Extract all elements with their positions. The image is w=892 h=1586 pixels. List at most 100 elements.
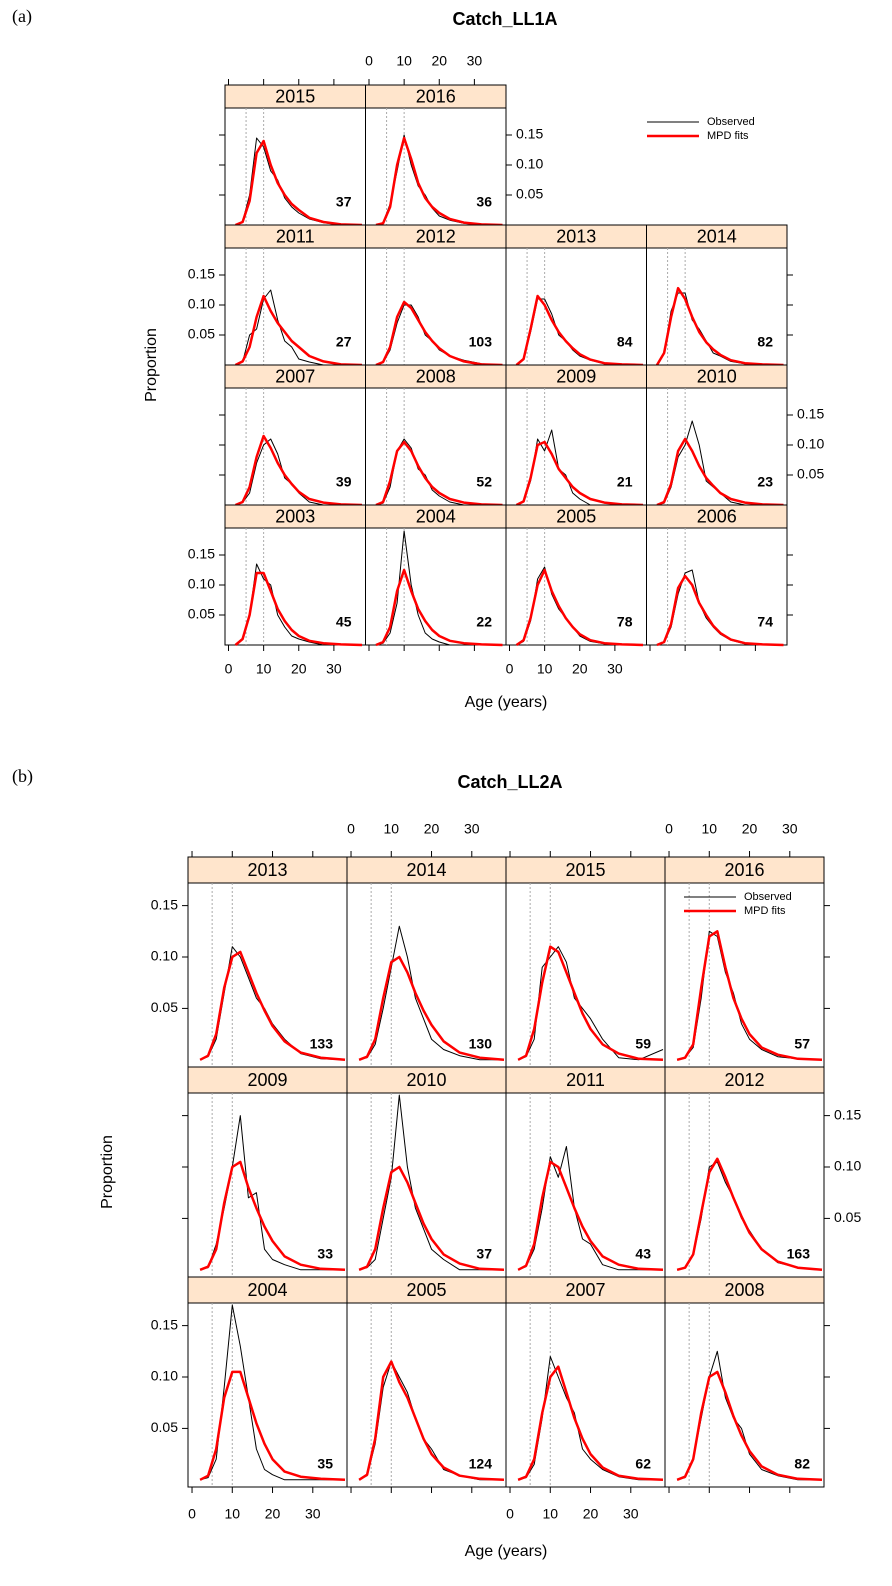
x-tick-label: 0 <box>506 1506 514 1522</box>
y-tick-label: 0.15 <box>151 1316 178 1332</box>
sample-size: 21 <box>617 474 633 490</box>
strip-label: 2016 <box>416 86 456 106</box>
x-tick-label: 30 <box>607 661 623 677</box>
fit-line <box>234 294 363 367</box>
fit-line <box>375 440 503 507</box>
x-tick-label: 30 <box>464 821 480 837</box>
strip-label: 2012 <box>416 226 456 246</box>
strip <box>664 1276 825 1304</box>
sample-size: 82 <box>757 334 773 350</box>
chart-title: Catch_LL2A <box>457 772 562 792</box>
fit-line <box>358 1360 505 1482</box>
x-tick-label: 0 <box>188 1506 196 1522</box>
x-tick-label: 0 <box>506 661 514 677</box>
sample-size: 33 <box>317 1246 333 1262</box>
sample-size: 103 <box>469 334 493 350</box>
sample-size: 62 <box>635 1456 651 1472</box>
strip-label: 2005 <box>556 506 596 526</box>
strip <box>346 856 507 884</box>
y-tick-label: 0.10 <box>188 576 215 592</box>
fit-line <box>199 1370 346 1482</box>
y-tick-label: 0.15 <box>516 126 543 142</box>
panel-label: (b) <box>12 766 33 787</box>
fit-line <box>358 955 505 1062</box>
y-tick-label: 0.15 <box>797 406 824 422</box>
x-tick-label: 30 <box>305 1506 321 1522</box>
observed-line <box>375 530 503 646</box>
sample-size: 124 <box>469 1456 493 1472</box>
x-tick-label: 20 <box>583 1506 599 1522</box>
x-tick-label: 10 <box>224 1506 240 1522</box>
sample-size: 84 <box>617 334 633 350</box>
x-tick-label: 0 <box>225 661 233 677</box>
strip-label: 2004 <box>247 1280 287 1300</box>
y-tick-label: 0.15 <box>834 1106 861 1122</box>
fit-line <box>515 294 644 367</box>
strip <box>664 1066 825 1094</box>
fit-line <box>515 440 644 507</box>
strip-label: 2011 <box>276 226 315 246</box>
legend-label: MPD fits <box>744 905 786 917</box>
fit-line <box>375 300 503 367</box>
x-tick-label: 30 <box>326 661 342 677</box>
strip-label: 2008 <box>724 1280 764 1300</box>
strip <box>664 856 825 884</box>
sample-size: 37 <box>336 194 352 210</box>
strip-label: 2005 <box>406 1280 446 1300</box>
legend-label: Observed <box>707 116 755 128</box>
fit-line <box>676 1157 823 1272</box>
sample-size: 35 <box>317 1456 333 1472</box>
fit-line <box>517 945 664 1062</box>
observed-line <box>235 563 362 646</box>
x-axis-label: Age (years) <box>465 1543 548 1560</box>
observed-line <box>235 438 362 506</box>
fit-line <box>235 139 363 227</box>
x-tick-label: 10 <box>537 661 553 677</box>
sample-size: 59 <box>635 1036 651 1052</box>
x-tick-label: 20 <box>572 661 588 677</box>
x-tick-label: 10 <box>701 821 717 837</box>
strip <box>187 1276 348 1304</box>
strip-label: 2014 <box>697 226 737 246</box>
sample-size: 39 <box>336 474 352 490</box>
strip-label: 2004 <box>416 506 456 526</box>
y-tick-label: 0.10 <box>151 1368 178 1384</box>
y-tick-label: 0.10 <box>797 436 824 452</box>
sample-size: 37 <box>476 1246 492 1262</box>
strip <box>346 1276 507 1304</box>
fit-line <box>199 950 346 1062</box>
y-axis-label: Proportion <box>99 1135 116 1209</box>
strip-label: 2016 <box>724 860 764 880</box>
y-tick-label: 0.10 <box>834 1158 861 1174</box>
y-tick-label: 0.10 <box>516 156 543 172</box>
fit-line <box>655 286 784 367</box>
fit-line <box>676 930 823 1062</box>
panel <box>646 527 788 646</box>
x-tick-label: 10 <box>542 1506 558 1522</box>
x-tick-label: 0 <box>365 53 373 69</box>
strip-label: 2008 <box>416 366 456 386</box>
strip-label: 2011 <box>566 1070 605 1090</box>
y-tick-label: 0.05 <box>151 999 178 1015</box>
fit-line <box>235 434 363 507</box>
strip-label: 2009 <box>556 366 596 386</box>
fit-line <box>676 1370 823 1482</box>
fit-line <box>375 136 503 227</box>
fit-line <box>358 1165 505 1272</box>
fit-line <box>199 1160 346 1272</box>
chart-title: Catch_LL1A <box>452 9 557 29</box>
y-tick-label: 0.15 <box>151 896 178 912</box>
strip-label: 2014 <box>406 860 446 880</box>
sample-size: 163 <box>787 1246 811 1262</box>
fit-line <box>656 437 784 507</box>
observed-line <box>199 1304 345 1481</box>
x-tick-label: 0 <box>665 821 673 837</box>
strip <box>187 1066 348 1094</box>
legend-label: MPD fits <box>707 130 749 142</box>
x-tick-label: 30 <box>782 821 798 837</box>
sample-size: 82 <box>794 1456 810 1472</box>
observed-line <box>358 1094 504 1271</box>
strip-label: 2010 <box>406 1070 446 1090</box>
sample-size: 57 <box>794 1036 810 1052</box>
